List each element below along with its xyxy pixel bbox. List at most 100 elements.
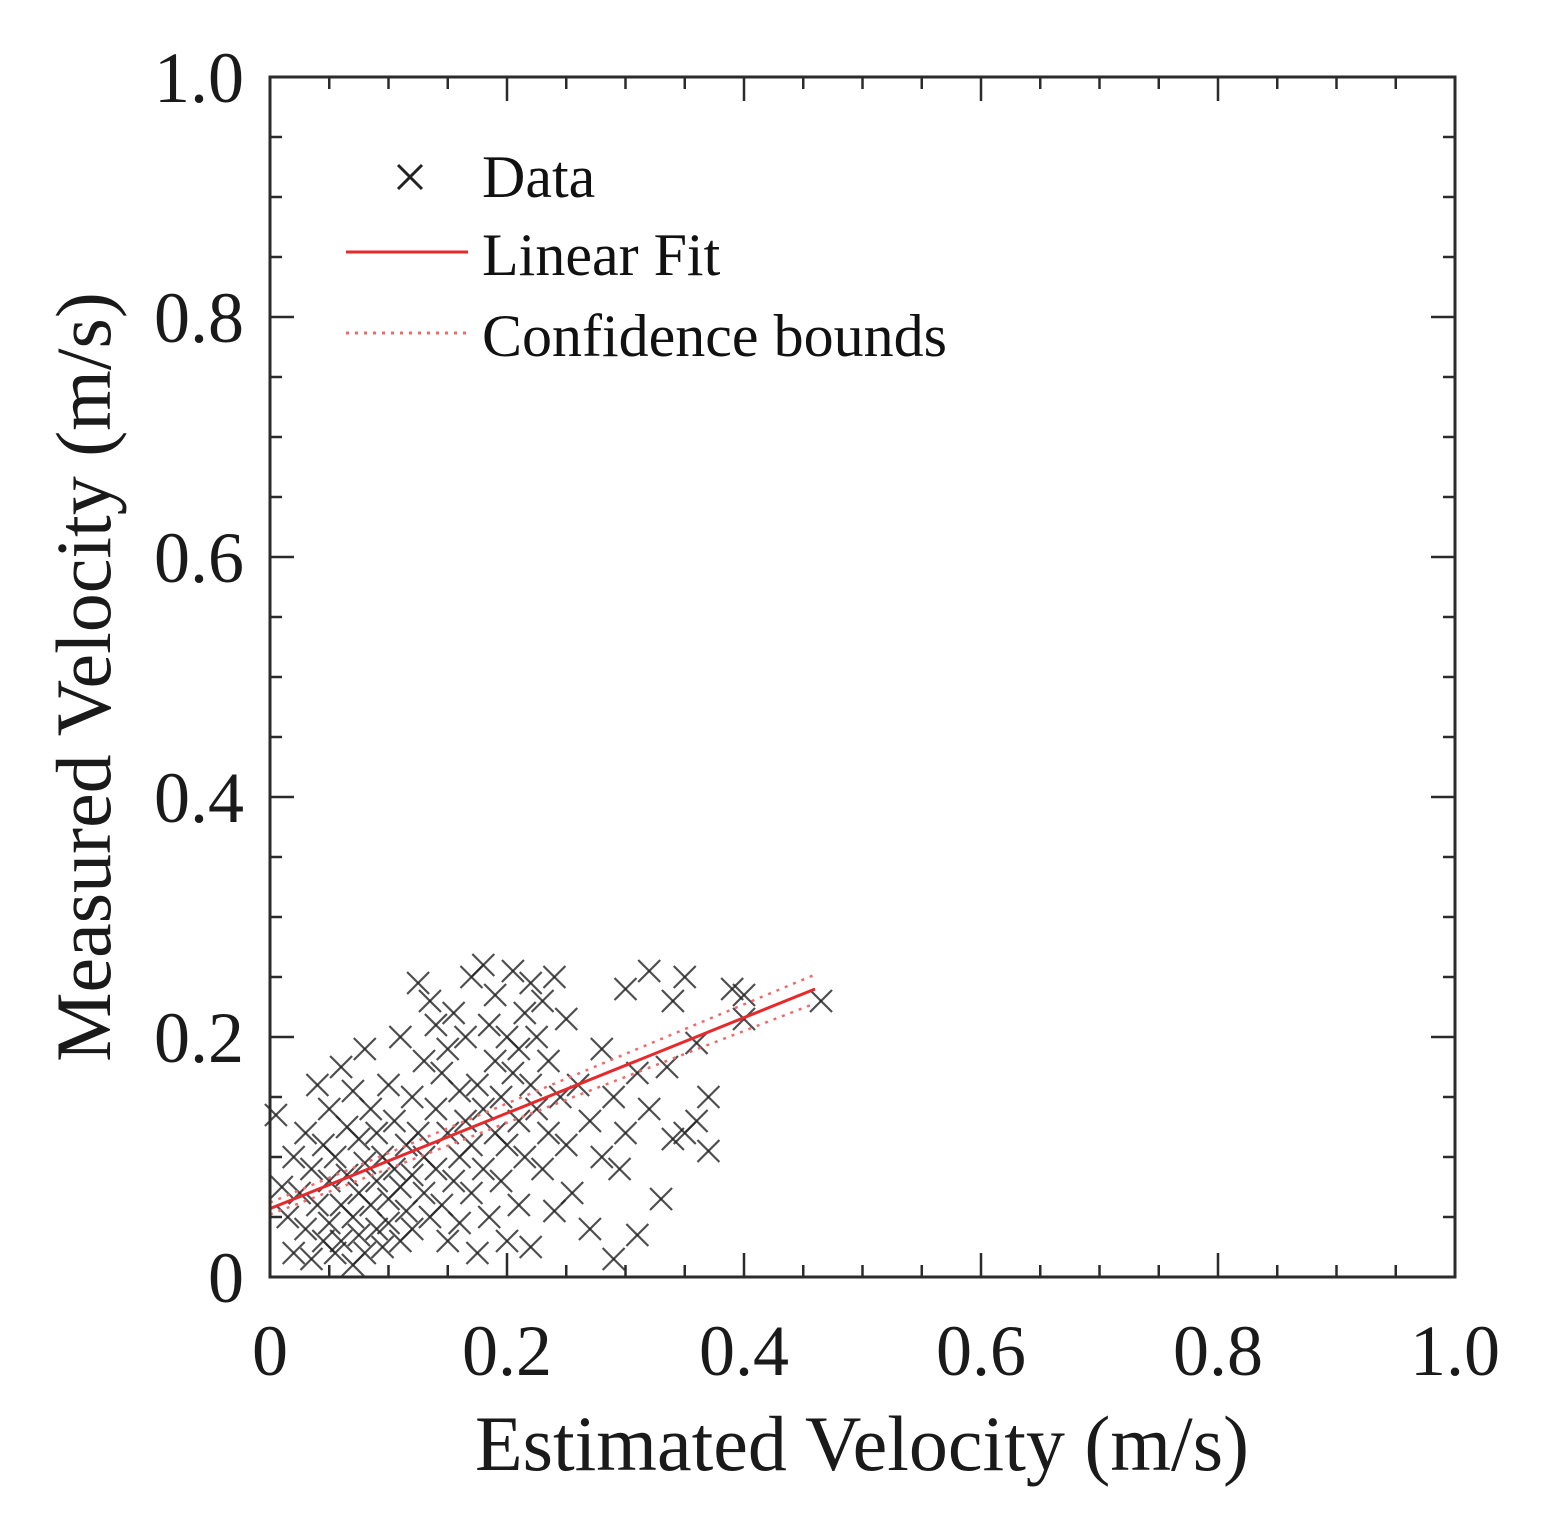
data-point-stroke — [530, 1157, 555, 1181]
data-point-stroke — [459, 1181, 484, 1205]
data-point-marker — [447, 1211, 472, 1235]
data-point-marker — [364, 1121, 389, 1145]
data-point-stroke — [495, 1133, 519, 1157]
data-point-marker — [578, 1217, 602, 1241]
data-point-marker — [353, 1037, 377, 1061]
data-point-marker — [317, 1211, 342, 1235]
data-point-marker — [370, 1235, 395, 1259]
data-point-stroke — [388, 1025, 413, 1049]
data-point-marker — [696, 1085, 721, 1109]
data-point-marker — [518, 1235, 543, 1259]
data-point-marker — [495, 1229, 519, 1253]
data-point-stroke — [542, 965, 567, 989]
data-point-stroke — [684, 1109, 709, 1133]
data-point-stroke — [696, 1085, 721, 1109]
data-point-stroke — [625, 1223, 650, 1247]
data-point-stroke — [483, 1049, 507, 1073]
data-point-marker — [590, 1037, 614, 1061]
data-point-marker — [625, 1223, 650, 1247]
data-point-stroke — [341, 1079, 365, 1103]
data-point-marker — [495, 1133, 519, 1157]
legend-label-linear-fit: Linear Fit — [482, 222, 721, 288]
data-point-marker — [406, 971, 430, 995]
data-point-marker — [406, 1121, 430, 1145]
data-point-stroke — [400, 1217, 424, 1241]
y-tick-label: 1.0 — [154, 38, 244, 118]
data-point-marker — [601, 1247, 626, 1271]
data-point-stroke — [412, 1181, 436, 1205]
data-point-stroke — [524, 1025, 549, 1049]
data-point-marker — [435, 1229, 460, 1253]
data-point-marker — [607, 1157, 632, 1181]
data-point-stroke — [495, 1025, 519, 1049]
data-point-stroke — [412, 1049, 436, 1073]
data-point-stroke — [347, 1223, 371, 1247]
data-point-stroke — [590, 1037, 614, 1061]
data-point-marker — [477, 1205, 502, 1229]
data-point-stroke — [293, 1217, 318, 1241]
data-point-stroke — [661, 1127, 685, 1151]
data-point-stroke — [430, 1061, 454, 1085]
data-point-stroke — [430, 1193, 454, 1217]
data-point-marker — [441, 1001, 466, 1025]
data-point-marker — [453, 1025, 478, 1049]
data-point-marker — [536, 1049, 561, 1073]
data-point-marker — [613, 977, 638, 1001]
data-point-stroke — [661, 989, 685, 1013]
data-point-stroke — [512, 1001, 537, 1025]
data-point-stroke — [607, 1157, 632, 1181]
data-point-stroke — [441, 1001, 466, 1025]
data-point-stroke — [353, 1151, 377, 1175]
data-point-stroke — [471, 1157, 496, 1181]
data-point-stroke — [311, 1133, 336, 1157]
data-point-marker — [684, 1109, 709, 1133]
data-point-marker — [329, 1055, 353, 1079]
data-point-stroke — [329, 1229, 353, 1253]
data-point-marker — [661, 989, 685, 1013]
data-point-marker — [459, 1181, 484, 1205]
data-point-marker — [299, 1157, 324, 1181]
x-tick-label: 0.2 — [462, 1311, 552, 1391]
data-point-marker — [441, 1169, 466, 1193]
data-point-marker — [732, 983, 756, 1007]
data-point-marker — [376, 1073, 401, 1097]
data-point-marker — [501, 959, 525, 983]
data-point-marker — [637, 1097, 661, 1121]
axis-ticks — [270, 77, 1455, 1277]
data-point-stroke — [501, 1061, 525, 1085]
data-point-stroke — [471, 953, 496, 977]
data-point-marker — [554, 1007, 579, 1031]
data-point-marker — [483, 1049, 507, 1073]
data-point-marker — [809, 989, 833, 1013]
data-point-stroke — [305, 1193, 330, 1217]
x-tick-label: 1.0 — [1410, 1311, 1500, 1391]
data-point-stroke — [453, 1025, 478, 1049]
data-point-stroke — [299, 1247, 324, 1271]
data-point-stroke — [400, 1085, 424, 1109]
data-point-marker — [347, 1127, 371, 1151]
data-point-stroke — [530, 989, 555, 1013]
data-point-stroke — [364, 1217, 389, 1241]
data-point-marker — [353, 1151, 377, 1175]
data-point-marker — [364, 1169, 389, 1193]
data-point-marker — [412, 1181, 436, 1205]
data-point-stroke — [323, 1241, 347, 1265]
data-point-marker — [459, 1133, 484, 1157]
data-point-marker — [281, 1145, 306, 1169]
legend-label-confidence-bounds: Confidence bounds — [482, 303, 947, 369]
data-point-marker — [471, 1097, 496, 1121]
data-point-marker — [305, 1073, 330, 1097]
data-point-marker — [512, 1145, 537, 1169]
data-point-marker — [489, 1085, 513, 1109]
data-point-marker — [376, 1211, 401, 1235]
x-tick-label: 0.8 — [1173, 1311, 1263, 1391]
data-point-marker — [507, 1193, 531, 1217]
data-point-stroke — [554, 1007, 579, 1031]
data-point-marker — [507, 1109, 531, 1133]
data-point-stroke — [447, 1079, 472, 1103]
data-point-stroke — [507, 1109, 531, 1133]
data-point-stroke — [536, 1121, 561, 1145]
data-point-stroke — [578, 1217, 602, 1241]
data-point-marker — [400, 1163, 424, 1187]
